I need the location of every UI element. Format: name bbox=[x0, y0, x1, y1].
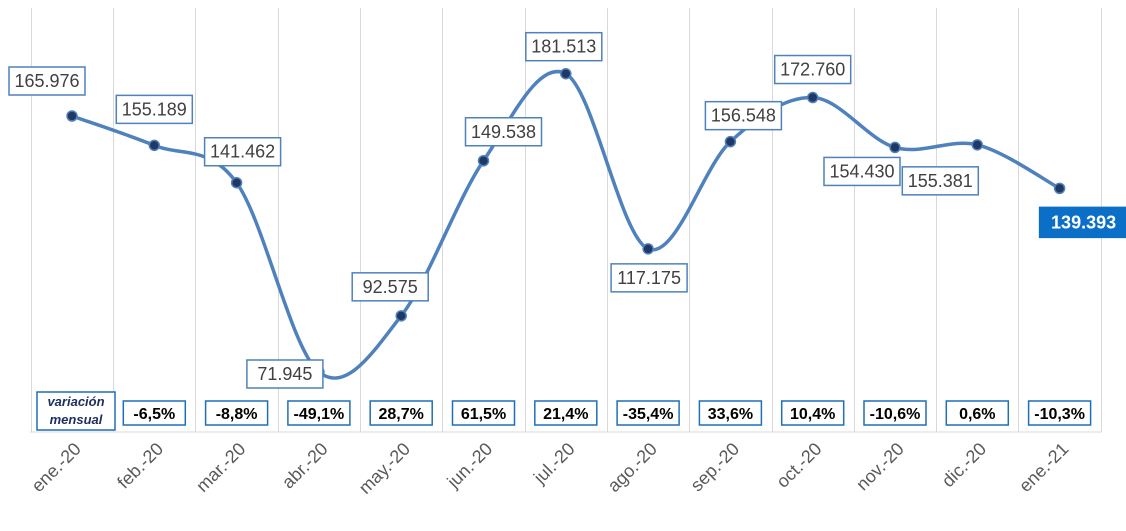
monthly-variation-row: variación mensual -6,5% -8,8% -49,1% 28,7% 6… bbox=[36, 391, 1092, 431]
data-point bbox=[148, 139, 161, 152]
variation-value: 10,4% bbox=[790, 406, 835, 423]
variation-box bbox=[287, 400, 351, 426]
data-point bbox=[560, 67, 572, 80]
variation-value: -49,1% bbox=[294, 406, 345, 423]
data-label-box bbox=[610, 263, 688, 293]
variation-value: 33,6% bbox=[708, 406, 753, 423]
variation-box bbox=[122, 400, 187, 426]
data-point bbox=[395, 310, 407, 322]
variation-value: -35,4% bbox=[623, 406, 674, 423]
variation-value: 61,5% bbox=[461, 406, 506, 423]
variation-value: -6,5% bbox=[133, 406, 175, 423]
x-tick-label: sep.-20 bbox=[687, 439, 744, 496]
x-tick-label: mar.-20 bbox=[192, 439, 249, 496]
x-tick-label: dic.-20 bbox=[938, 439, 990, 491]
data-label-box bbox=[901, 166, 980, 196]
data-label: 92.575 bbox=[363, 277, 418, 297]
data-label-box bbox=[246, 359, 324, 389]
x-tick-label: feb.-20 bbox=[113, 439, 167, 493]
data-points bbox=[66, 67, 1066, 378]
x-tick-label: ene.-20 bbox=[28, 439, 85, 496]
variation-value: -8,8% bbox=[216, 406, 258, 423]
series-line bbox=[70, 69, 1062, 380]
variation-box bbox=[204, 400, 269, 426]
variation-box bbox=[863, 400, 927, 426]
x-tick-label: jul.-20 bbox=[529, 439, 579, 489]
data-label: 155.381 bbox=[908, 171, 973, 191]
data-label: 154.430 bbox=[829, 161, 894, 181]
variation-value: 0,6% bbox=[959, 406, 995, 423]
data-label: 165.976 bbox=[14, 71, 79, 91]
data-label-box bbox=[203, 136, 282, 167]
variation-box bbox=[616, 400, 680, 426]
data-label-box bbox=[823, 156, 901, 187]
variation-value: -10,6% bbox=[870, 406, 921, 423]
variation-box bbox=[1027, 400, 1092, 426]
data-label-box bbox=[704, 100, 783, 131]
data-point bbox=[230, 176, 243, 189]
data-point bbox=[806, 91, 819, 104]
variation-value: 21,4% bbox=[543, 406, 588, 423]
x-tick-label: oct.-20 bbox=[772, 439, 825, 492]
data-label: 156.548 bbox=[711, 106, 776, 126]
data-label-box bbox=[351, 272, 429, 302]
data-point bbox=[724, 135, 737, 148]
variation-value: -10,3% bbox=[1034, 406, 1085, 423]
x-axis-tick-labels: ene.-20 feb.-20 mar.-20 abr.-20 may.-20 jun.-… bbox=[28, 439, 1073, 498]
data-label: 172.760 bbox=[780, 60, 845, 80]
data-point bbox=[1053, 182, 1066, 195]
data-label: 141.462 bbox=[210, 142, 275, 162]
variation-box bbox=[369, 400, 433, 426]
variation-title-line2: mensual bbox=[50, 412, 103, 427]
data-label: 117.175 bbox=[617, 268, 681, 288]
data-label: 181.513 bbox=[531, 37, 596, 57]
variation-box bbox=[780, 400, 845, 426]
data-label-box bbox=[8, 66, 86, 96]
variation-box bbox=[698, 400, 763, 426]
data-labels: 165.976 155.189 141.462 71.945 92.575 149.538… bbox=[8, 31, 1126, 389]
highlight-label-box bbox=[1038, 206, 1126, 239]
data-point bbox=[889, 141, 901, 154]
variation-title-box bbox=[36, 391, 116, 431]
x-tick-label: ago.-20 bbox=[604, 439, 661, 496]
data-label-box bbox=[464, 117, 543, 147]
x-tick-label: abr.-20 bbox=[278, 439, 332, 493]
variation-box bbox=[451, 400, 516, 426]
variation-box bbox=[534, 400, 598, 426]
variation-value: 28,7% bbox=[379, 406, 424, 423]
variation-box bbox=[945, 400, 1010, 426]
data-label-box bbox=[525, 31, 603, 62]
data-label: 155.189 bbox=[122, 99, 187, 119]
data-point bbox=[477, 155, 490, 167]
data-point bbox=[642, 243, 654, 255]
x-tick-label: may.-20 bbox=[355, 439, 414, 498]
data-label-box bbox=[773, 54, 852, 85]
data-point bbox=[66, 110, 78, 122]
highlight-data-label: 139.393 bbox=[1051, 212, 1116, 232]
x-tick-label: ene.-21 bbox=[1015, 439, 1072, 496]
variation-title-line1: variación bbox=[47, 394, 104, 409]
data-point bbox=[971, 139, 984, 151]
x-tick-label: jun.-20 bbox=[443, 439, 497, 493]
data-label-box bbox=[115, 94, 194, 125]
data-label: 71.945 bbox=[257, 364, 312, 384]
data-label: 149.538 bbox=[471, 122, 536, 142]
x-tick-label: nov.-20 bbox=[852, 439, 908, 495]
